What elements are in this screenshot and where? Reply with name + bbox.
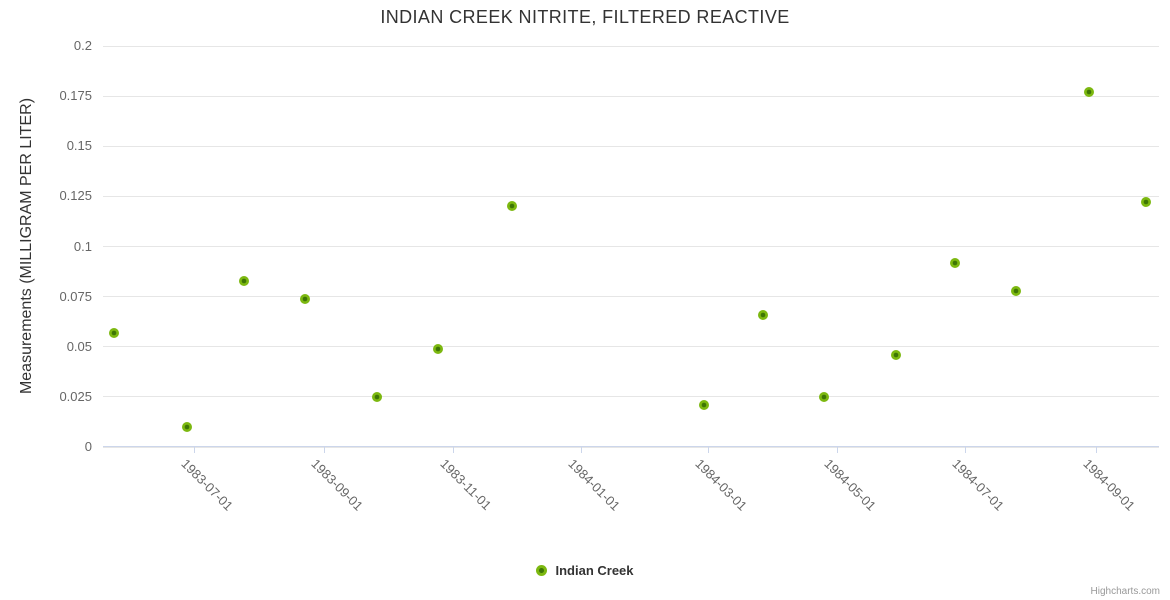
x-axis-tick-label: 1984-03-01 <box>692 456 750 514</box>
x-axis-tick-label: 1983-11-01 <box>437 456 495 513</box>
data-point[interactable] <box>300 293 311 304</box>
data-point[interactable] <box>818 391 829 402</box>
data-point[interactable] <box>182 421 193 432</box>
x-axis-tick-mark <box>581 447 583 453</box>
x-axis-tick-label: 1983-07-01 <box>178 456 236 514</box>
y-axis-tick-label: 0.15 <box>66 138 92 154</box>
x-axis-tick-label: 1984-05-01 <box>820 456 879 514</box>
data-point[interactable] <box>757 309 768 320</box>
y-axis-tick-label: 0.1 <box>73 238 92 254</box>
data-point[interactable] <box>1010 285 1021 296</box>
y-gridline <box>103 396 1159 398</box>
y-gridline <box>103 95 1159 97</box>
y-axis-tick-label: 0.2 <box>73 38 92 53</box>
x-axis-tick-mark <box>707 447 709 453</box>
x-axis-tick-label: 1984-07-01 <box>949 456 1008 514</box>
x-axis-tick-label: 1984-01-01 <box>565 456 624 514</box>
data-point[interactable] <box>949 257 960 268</box>
y-gridline <box>103 45 1159 47</box>
y-axis-tick-label: 0 <box>84 439 92 454</box>
data-point[interactable] <box>506 201 517 212</box>
data-point[interactable] <box>433 343 444 354</box>
y-gridline <box>103 446 1159 448</box>
legend-marker-icon[interactable] <box>536 565 548 576</box>
y-gridline <box>103 246 1159 247</box>
y-axis-tick-label: 0.05 <box>66 338 92 354</box>
x-axis-tick-mark <box>1095 447 1097 453</box>
x-axis-tick-label: 1984-09-01 <box>1080 456 1138 514</box>
x-axis-tick-mark <box>965 447 967 453</box>
data-point[interactable] <box>372 391 382 402</box>
plot-area: 0 0.025 0.05 0.075 0.1 0.125 0.15 0.175 0.2 1983-… <box>59 38 1159 514</box>
x-axis-line <box>103 446 1159 447</box>
chart-title: INDIAN CREEK NITRITE, FILTERED REACTIVE <box>380 7 790 27</box>
data-point[interactable] <box>1084 87 1095 98</box>
y-axis-tick-label: 0.175 <box>59 88 92 104</box>
y-gridline <box>103 195 1159 197</box>
data-point[interactable] <box>1141 197 1152 208</box>
legend: Indian Creek <box>0 563 1170 578</box>
y-axis-tick-label: 0.075 <box>59 288 92 304</box>
x-axis-tick-mark <box>836 447 838 453</box>
data-point[interactable] <box>698 399 709 410</box>
legend-item-indian-creek[interactable]: Indian Creek <box>555 563 634 578</box>
highcharts-credit-link[interactable]: Highcharts.com <box>1090 586 1160 597</box>
x-axis-tick-label: 1983-09-01 <box>308 456 367 514</box>
data-point[interactable] <box>239 275 250 286</box>
data-point[interactable] <box>108 327 119 338</box>
y-gridline <box>103 296 1159 298</box>
y-axis-tick-label: 0.025 <box>59 388 92 404</box>
y-gridline <box>103 145 1159 147</box>
x-axis-tick-mark <box>324 447 326 453</box>
data-point[interactable] <box>890 349 901 360</box>
y-axis-tick-label: 0.125 <box>59 188 92 204</box>
y-gridline <box>103 346 1159 348</box>
x-axis-tick-mark <box>193 447 195 453</box>
x-axis-tick-mark <box>452 447 454 453</box>
